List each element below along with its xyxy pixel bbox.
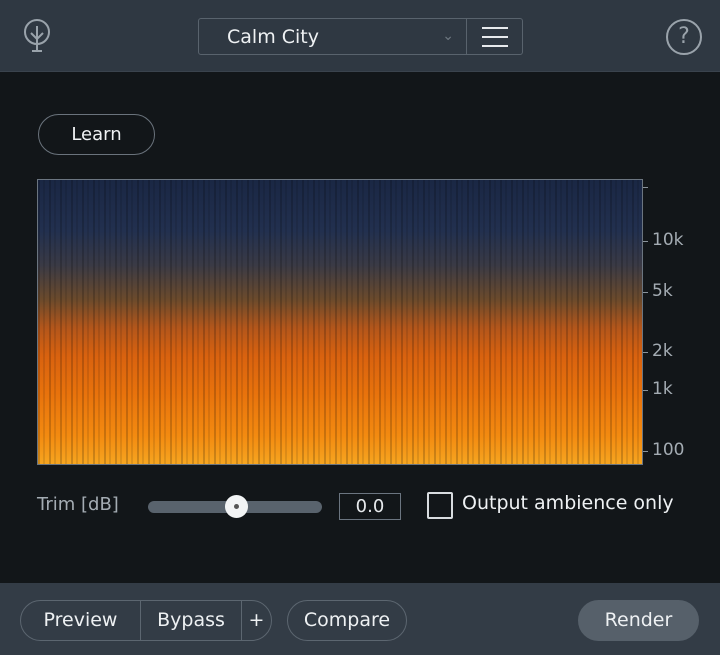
footer: Preview Bypass + Compare Render bbox=[0, 583, 720, 655]
freq-label-5k: 5k bbox=[652, 281, 673, 301]
compare-button[interactable]: Compare bbox=[287, 600, 407, 641]
freq-tick bbox=[643, 390, 648, 391]
preview-group: Preview Bypass + bbox=[20, 600, 272, 641]
trim-slider-thumb[interactable] bbox=[225, 495, 248, 518]
output-ambience-label: Output ambience only bbox=[462, 492, 674, 514]
preview-button[interactable]: Preview bbox=[43, 609, 118, 631]
bypass-button[interactable]: Bypass bbox=[140, 601, 241, 640]
trim-label: Trim [dB] bbox=[37, 494, 119, 515]
hamburger-icon bbox=[481, 26, 508, 47]
chevron-down-icon: ⌄ bbox=[442, 28, 454, 44]
help-button[interactable]: ? bbox=[666, 19, 702, 55]
freq-tick bbox=[643, 241, 648, 242]
freq-tick bbox=[643, 292, 648, 293]
preset-menu-button[interactable] bbox=[466, 19, 522, 54]
freq-label-10k: 10k bbox=[652, 230, 684, 250]
add-compare-button[interactable]: + bbox=[241, 601, 271, 640]
preset-selector[interactable]: Calm City ⌄ bbox=[198, 18, 523, 55]
output-ambience-checkbox[interactable] bbox=[427, 492, 453, 519]
learn-button[interactable]: Learn bbox=[38, 114, 155, 155]
thumb-dot bbox=[234, 504, 239, 509]
freq-tick bbox=[643, 187, 648, 188]
trim-value-input[interactable]: 0.0 bbox=[339, 493, 401, 520]
freq-tick bbox=[643, 451, 648, 452]
freq-tick bbox=[643, 352, 648, 353]
preset-dropdown[interactable]: Calm City ⌄ bbox=[199, 19, 466, 54]
freq-label-100: 100 bbox=[652, 440, 685, 460]
freq-label-1k: 1k bbox=[652, 379, 673, 399]
preset-name: Calm City bbox=[227, 25, 319, 48]
render-button[interactable]: Render bbox=[578, 600, 699, 641]
spectrogram bbox=[37, 179, 643, 465]
render-label: Render bbox=[604, 609, 673, 631]
compare-label: Compare bbox=[303, 609, 391, 631]
question-icon: ? bbox=[678, 24, 690, 49]
header: Calm City ⌄ ? bbox=[0, 0, 720, 72]
freq-label-2k: 2k bbox=[652, 341, 673, 361]
tree-icon bbox=[24, 19, 50, 52]
